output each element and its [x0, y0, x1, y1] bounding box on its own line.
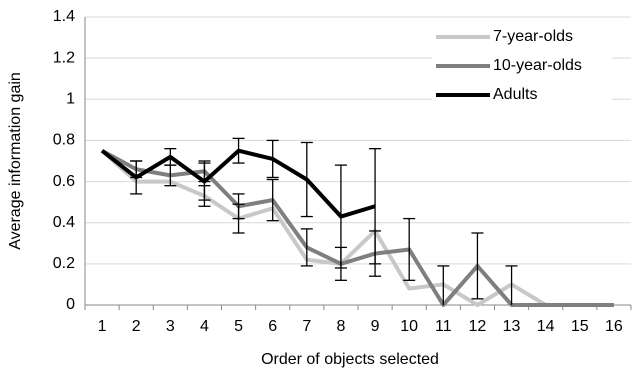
error-bar [505, 265, 518, 305]
y-tick-label: 1.2 [53, 49, 75, 66]
x-tick-label: 1 [98, 318, 107, 335]
error-bar [266, 139, 279, 179]
error-bar [300, 141, 313, 218]
x-tick-label: 2 [132, 318, 141, 335]
y-tick-label: 0.8 [53, 132, 75, 149]
legend-label: 7-year-olds [493, 28, 573, 45]
x-tick-label: 3 [166, 318, 175, 335]
error-bar [164, 148, 177, 166]
error-bar [334, 164, 347, 269]
error-bar [266, 178, 279, 222]
x-tick-label: 15 [571, 318, 589, 335]
x-tick-label: 13 [503, 318, 521, 335]
y-tick-label: 0.4 [53, 214, 75, 231]
x-tick-label: 11 [435, 318, 452, 335]
x-tick-label: 5 [234, 318, 243, 335]
x-tick-label: 10 [400, 318, 418, 335]
x-tick-label: 4 [200, 318, 209, 335]
error-bar [471, 232, 484, 300]
y-axis-label: Average information gain [7, 72, 24, 250]
x-tick-label: 14 [537, 318, 555, 335]
x-tick-label: 16 [605, 318, 623, 335]
legend-label: Adults [493, 86, 537, 103]
y-tick-label: 1.4 [53, 8, 75, 25]
legend-label: 10-year-olds [493, 57, 582, 74]
error-bar [300, 228, 313, 267]
y-tick-label: 0.2 [53, 255, 75, 272]
y-tick-label: 0 [66, 296, 75, 313]
y-tick-label: 0.6 [53, 173, 75, 190]
error-bar [232, 137, 245, 164]
error-bar [198, 162, 211, 201]
error-bar [369, 148, 382, 265]
x-axis-label: Order of objects selected [261, 351, 439, 368]
series-line [100, 149, 614, 307]
error-bar [437, 265, 450, 305]
y-tick-label: 1 [66, 91, 75, 108]
x-tick-label: 8 [336, 318, 345, 335]
x-tick-label: 9 [371, 318, 380, 335]
x-tick-label: 6 [268, 318, 277, 335]
x-tick-label: 12 [469, 318, 487, 335]
error-bar [232, 193, 245, 220]
x-tick-label: 7 [302, 318, 311, 335]
error-bar [130, 160, 143, 195]
error-bar [403, 217, 416, 281]
series-line [101, 148, 614, 307]
